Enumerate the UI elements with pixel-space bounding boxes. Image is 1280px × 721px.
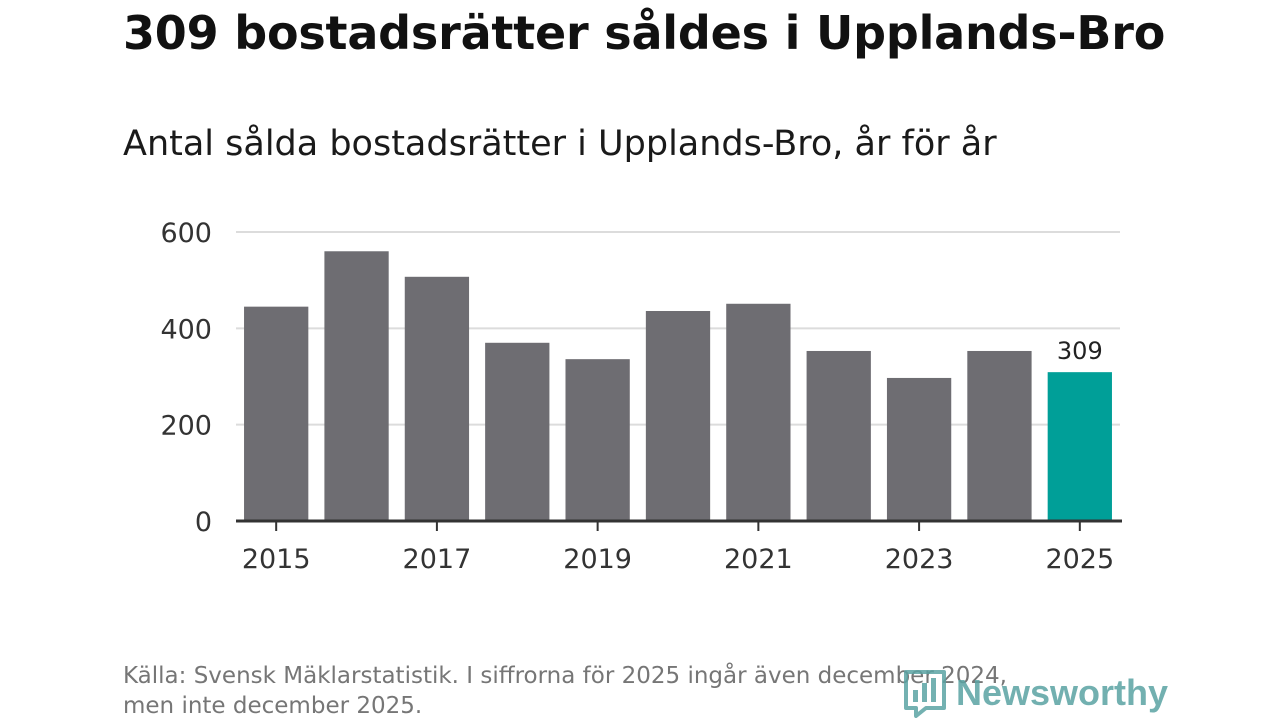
bar-2025: [1047, 372, 1112, 521]
bar-2024: [967, 350, 1032, 521]
bar-2020: [645, 310, 711, 521]
x-tick-label-2015: 2015: [242, 544, 311, 575]
x-tick-label-2023: 2023: [885, 544, 954, 575]
bar-2022: [806, 350, 871, 521]
x-tick-label-2025: 2025: [1045, 544, 1114, 575]
y-tick-label-600: 600: [160, 218, 212, 249]
x-tick-label-2021: 2021: [724, 544, 793, 575]
source-line-1: Källa: Svensk Mäklarstatistik. I siffror…: [123, 663, 1007, 689]
axes: [236, 519, 1122, 531]
bar-2023: [886, 377, 952, 521]
y-tick-label-400: 400: [160, 314, 212, 345]
labels: 0 200 400 600 2015 2017 2019 2021 2023 2025 309: [160, 218, 1114, 575]
bar-2017: [404, 276, 470, 521]
bars: [244, 251, 1112, 521]
source-note: Källa: Svensk Mäklarstatistik. I siffror…: [123, 661, 1123, 721]
data-label-2025: 309: [1057, 337, 1103, 365]
bar-chart-logo-icon: [904, 670, 946, 718]
bar-2015: [244, 306, 309, 521]
brand-name: Newsworthy: [956, 672, 1169, 713]
bar-2018: [485, 342, 550, 521]
bar-2016: [324, 251, 389, 521]
chart-subtitle: Antal sålda bostadsrätter i Upplands-Bro…: [123, 124, 997, 164]
source-line-2: men inte december 2025.: [123, 693, 423, 719]
brand-logo: Newsworthy: [902, 668, 1168, 718]
x-tick-label-2017: 2017: [403, 544, 472, 575]
y-tick-label-0: 0: [195, 507, 212, 538]
y-tick-label-200: 200: [160, 411, 212, 442]
bar-2019: [565, 359, 630, 521]
x-tick-label-2019: 2019: [563, 544, 632, 575]
chart-title: 309 bostadsrätter såldes i Upplands-Bro: [123, 6, 1166, 60]
bar-chart: 0 200 400 600 2015 2017 2019 2021 2023 2025 309: [160, 218, 1122, 575]
bar-2021: [726, 303, 791, 521]
